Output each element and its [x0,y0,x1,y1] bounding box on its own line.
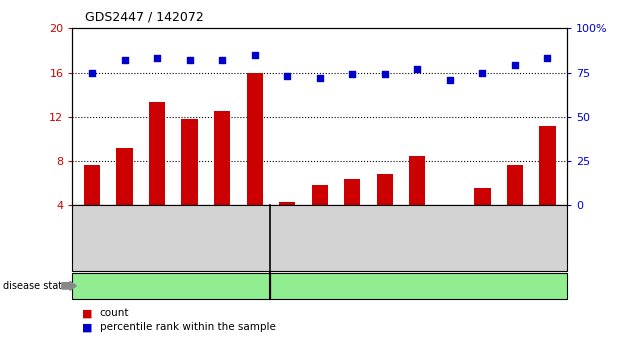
Bar [279,202,295,250]
Point [185,57,195,63]
Text: GSM144129: GSM144129 [508,213,517,263]
Text: GSM144133: GSM144133 [146,213,155,263]
Point [510,63,520,68]
Point [87,70,97,75]
Point [412,66,422,72]
Point [282,73,292,79]
Bar [344,179,360,250]
Point [478,70,488,75]
Bar [442,206,458,250]
Text: GSM144125: GSM144125 [377,213,386,263]
Text: ■: ■ [82,322,93,332]
Text: control: control [399,281,438,291]
Bar [117,148,133,250]
Text: GSM144131: GSM144131 [80,213,89,263]
Text: GSM144122: GSM144122 [278,213,287,263]
Bar [507,166,523,250]
Text: GSM144136: GSM144136 [245,213,254,263]
Text: GSM144127: GSM144127 [443,213,452,263]
Bar [84,166,100,250]
Bar [214,111,230,250]
Text: GSM144123: GSM144123 [311,213,320,263]
Text: percentile rank within the sample: percentile rank within the sample [100,322,275,332]
Text: GSM144132: GSM144132 [113,213,122,263]
Point [120,57,130,63]
Text: GSM144135: GSM144135 [212,213,221,263]
Point [347,72,357,77]
Text: GSM144124: GSM144124 [344,213,353,263]
Bar [474,188,491,250]
Bar [377,175,393,250]
Text: GSM144126: GSM144126 [410,213,418,263]
Point [445,77,455,82]
Text: GSM144134: GSM144134 [179,213,188,263]
Point [217,57,227,63]
Text: count: count [100,308,129,318]
Bar [149,102,165,250]
Point [315,75,325,81]
Point [249,52,260,58]
Text: GDS2447 / 142072: GDS2447 / 142072 [85,11,203,24]
Text: nicotine dependence: nicotine dependence [113,281,230,291]
Point [152,56,162,61]
Bar [410,155,425,250]
Point [380,72,390,77]
Bar [246,73,263,250]
Bar [312,185,328,250]
Bar [539,126,556,250]
Point [542,56,553,61]
Text: GSM144130: GSM144130 [542,213,551,263]
Text: ■: ■ [82,308,93,318]
Text: GSM144128: GSM144128 [476,213,484,263]
Text: disease state: disease state [3,281,68,291]
Bar [181,119,198,250]
